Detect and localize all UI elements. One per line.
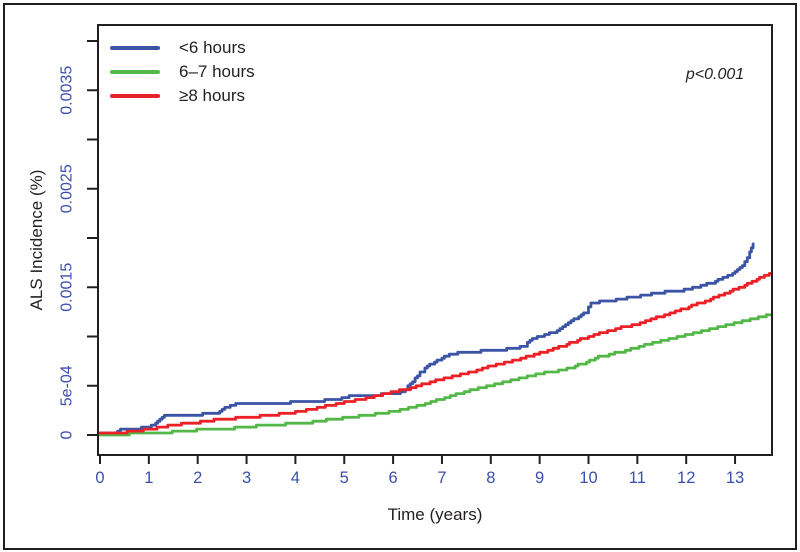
x-axis-tick-label: 5 (340, 469, 349, 487)
y-axis-title: ALS Incidence (%) (27, 169, 46, 311)
x-axis-title: Time (years) (387, 505, 483, 524)
x-axis-tick-label: 10 (579, 469, 597, 487)
y-axis-tick-label: 0 (59, 430, 76, 439)
legend-item: <6 hours (110, 36, 255, 60)
x-axis-tick-label: 12 (677, 469, 695, 487)
x-axis-tick-label: 13 (726, 469, 744, 487)
figure-border (3, 3, 797, 550)
x-axis-tick-label: 6 (389, 469, 398, 487)
y-axis-tick-label: 0.0015 (59, 263, 76, 312)
x-axis-tick-label: 0 (95, 469, 104, 487)
legend-item: ≥8 hours (110, 84, 255, 108)
y-axis-tick-label: 5e-04 (59, 365, 76, 406)
curve-series-0 (98, 242, 755, 435)
legend-item-label: 6–7 hours (179, 62, 255, 81)
x-axis-tick-label: 4 (291, 469, 300, 487)
x-axis-tick-label: 9 (535, 469, 544, 487)
curve-series-1 (98, 313, 774, 437)
legend-item: 6–7 hours (110, 60, 255, 84)
legend-item-label: ≥8 hours (179, 86, 246, 105)
x-axis-tick-label: 8 (486, 469, 495, 487)
legend-item-label: <6 hours (179, 38, 246, 57)
x-axis-tick-label: 2 (193, 469, 202, 487)
x-axis-tick-label: 7 (437, 469, 446, 487)
x-axis-tick-label: 11 (629, 469, 646, 487)
legend-line-swatch (110, 70, 160, 74)
p-value-annotation: p<0.001 (685, 66, 745, 83)
x-axis-tick-label: 3 (242, 469, 251, 487)
legend-line-swatch (110, 94, 160, 98)
x-axis-tick-label: 1 (144, 469, 153, 487)
legend: <6 hours 6–7 hours ≥8 hours (110, 36, 255, 108)
y-axis-tick-label: 0.0025 (59, 164, 76, 213)
legend-line-swatch (110, 46, 160, 50)
y-axis-tick-label: 0.0035 (59, 66, 76, 115)
curve-series-2 (98, 272, 774, 435)
plot-box (97, 24, 773, 456)
